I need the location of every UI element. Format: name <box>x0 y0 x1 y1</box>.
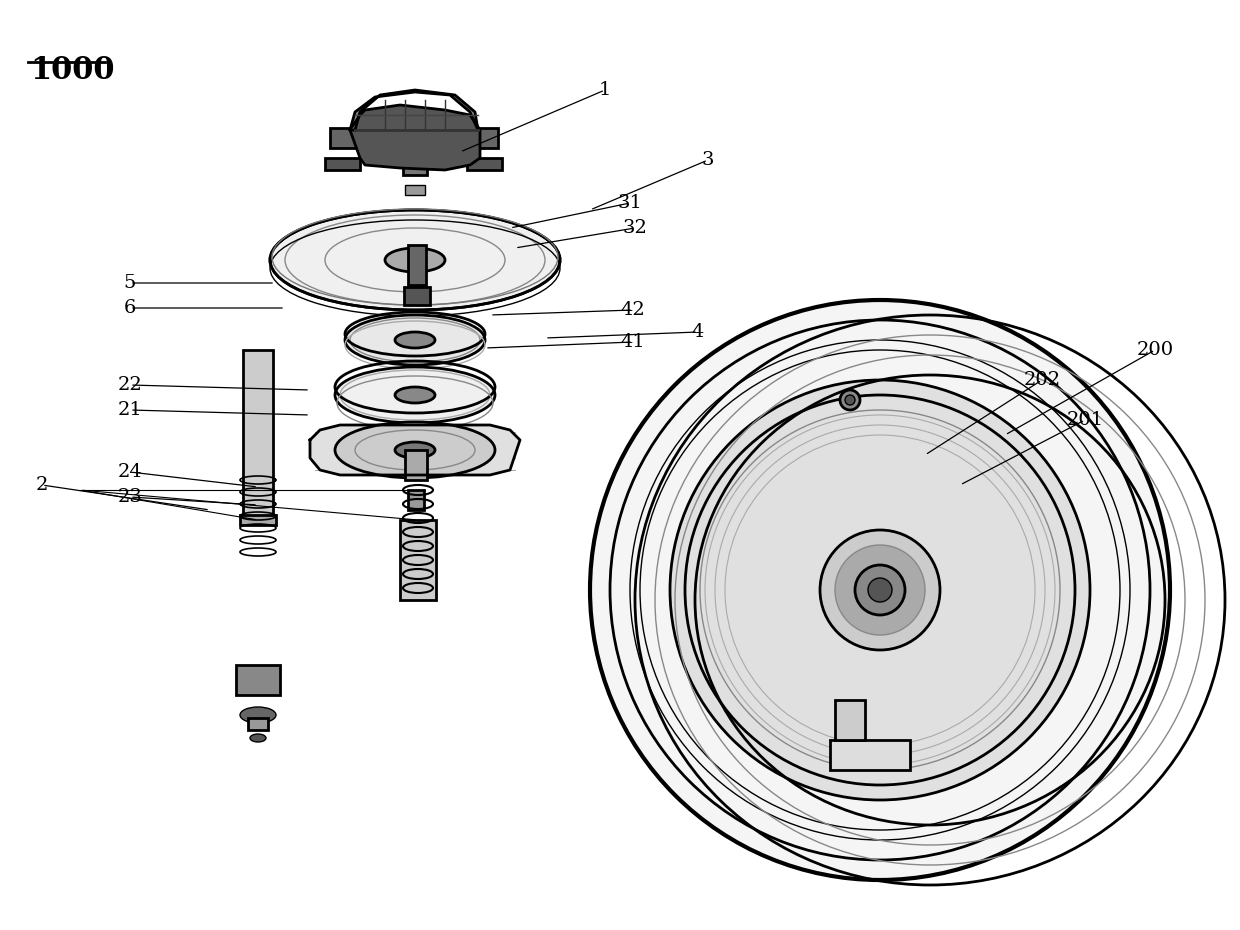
Text: 21: 21 <box>118 401 143 419</box>
Text: 1000: 1000 <box>30 55 114 86</box>
Text: 6: 6 <box>124 299 136 317</box>
Bar <box>830 740 910 770</box>
Ellipse shape <box>250 734 267 742</box>
Bar <box>241 515 277 525</box>
Polygon shape <box>310 425 520 475</box>
Text: 200: 200 <box>1136 341 1173 359</box>
Text: 42: 42 <box>621 301 645 319</box>
Ellipse shape <box>396 442 435 458</box>
Bar <box>408 245 427 285</box>
Ellipse shape <box>868 578 892 602</box>
Ellipse shape <box>590 300 1171 880</box>
Bar <box>401 520 436 600</box>
Text: 5: 5 <box>124 274 136 292</box>
Ellipse shape <box>335 367 495 423</box>
Ellipse shape <box>856 565 905 615</box>
Ellipse shape <box>839 390 861 410</box>
Bar <box>405 185 425 195</box>
Ellipse shape <box>335 422 495 478</box>
Ellipse shape <box>820 530 940 650</box>
Text: 24: 24 <box>118 463 143 481</box>
Bar <box>467 158 502 170</box>
Bar <box>236 665 280 695</box>
Text: 32: 32 <box>622 219 647 237</box>
Polygon shape <box>350 105 480 170</box>
Bar <box>467 128 498 148</box>
Ellipse shape <box>396 332 435 348</box>
Ellipse shape <box>396 387 435 403</box>
Bar <box>403 155 427 175</box>
Bar <box>243 350 273 520</box>
Ellipse shape <box>270 210 560 310</box>
Bar <box>405 450 427 480</box>
Text: 41: 41 <box>621 333 645 351</box>
Bar <box>404 287 430 305</box>
Ellipse shape <box>670 380 1090 800</box>
Bar <box>248 718 268 730</box>
Bar <box>835 700 866 740</box>
Polygon shape <box>350 90 477 130</box>
Ellipse shape <box>345 315 485 365</box>
Bar <box>408 490 424 510</box>
Text: 201: 201 <box>1066 411 1104 429</box>
Ellipse shape <box>384 248 445 272</box>
Text: 1: 1 <box>599 81 611 99</box>
Text: 202: 202 <box>1023 371 1060 389</box>
Text: 4: 4 <box>692 323 704 341</box>
Ellipse shape <box>241 707 277 723</box>
Text: 31: 31 <box>618 194 642 212</box>
Text: 2: 2 <box>36 476 48 494</box>
Bar <box>325 158 360 170</box>
Text: 22: 22 <box>118 376 143 394</box>
Bar <box>330 128 360 148</box>
Text: 3: 3 <box>702 151 714 169</box>
Text: 23: 23 <box>118 488 143 506</box>
Ellipse shape <box>844 395 856 405</box>
Ellipse shape <box>835 545 925 635</box>
